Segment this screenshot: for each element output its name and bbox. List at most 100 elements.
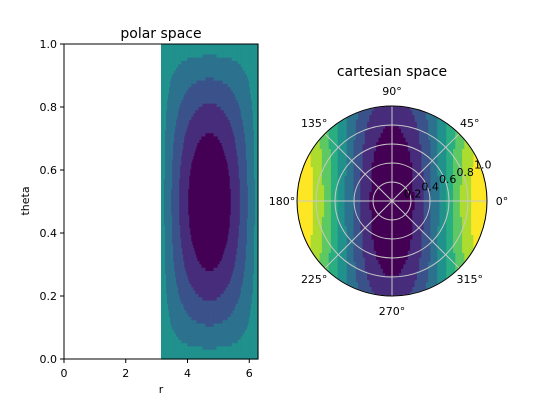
- contour-cell: [166, 208, 168, 212]
- contour-cell: [162, 309, 164, 314]
- contour-cell: [194, 352, 196, 357]
- contour-cell: [200, 283, 203, 288]
- contour-cell: [170, 276, 172, 281]
- contour-cell: [171, 93, 173, 98]
- contour-cell: [174, 336, 176, 340]
- contour-cell: [180, 208, 182, 212]
- contour-cell: [210, 201, 213, 206]
- contour-cell: [172, 250, 174, 255]
- contour-cell: [194, 194, 196, 199]
- contour-cell: [187, 332, 189, 337]
- contour-cell: [189, 57, 191, 62]
- contour-cell: [211, 149, 214, 153]
- contour-cell: [197, 139, 199, 144]
- contour-cell: [196, 286, 198, 291]
- contour-cell: [193, 316, 195, 321]
- contour-cell: [170, 224, 172, 229]
- contour-cell: [200, 112, 203, 117]
- contour-cell: [174, 201, 176, 206]
- contour-cell: [191, 240, 193, 245]
- contour-cell: [206, 244, 209, 249]
- contour-cell: [209, 63, 212, 68]
- contour-cell: [206, 283, 209, 288]
- contour-cell: [177, 349, 179, 354]
- contour-cell: [192, 158, 194, 163]
- contour-cell: [205, 188, 208, 193]
- contour-cell: [184, 322, 186, 327]
- contour-cell: [193, 132, 195, 137]
- contour-cell: [205, 293, 208, 298]
- contour-cell: [184, 181, 186, 186]
- contour-cell: [189, 345, 191, 350]
- contour-cell: [194, 303, 196, 308]
- contour-cell: [184, 227, 186, 232]
- contour-cell: [204, 194, 207, 199]
- contour-cell: [206, 171, 209, 176]
- contour-cell: [174, 126, 176, 130]
- contour-cell: [185, 306, 187, 311]
- contour-cell: [163, 224, 165, 229]
- contour-cell: [198, 263, 200, 268]
- contour-cell: [162, 112, 164, 117]
- contour-cell: [184, 224, 186, 229]
- contour-cell: [174, 122, 176, 127]
- contour-cell: [166, 149, 168, 153]
- contour-cell: [198, 53, 200, 58]
- contour-cell: [189, 162, 191, 167]
- contour-cell: [180, 329, 182, 334]
- contour-cell: [193, 221, 195, 226]
- contour-cell: [162, 86, 164, 91]
- contour-cell: [170, 191, 172, 196]
- contour-cell: [208, 221, 211, 226]
- contour-cell: [180, 352, 182, 357]
- contour-cell: [178, 63, 180, 68]
- contour-cell: [199, 322, 202, 327]
- contour-cell: [178, 60, 180, 65]
- contour-cell: [164, 299, 166, 304]
- contour-cell: [183, 263, 185, 268]
- contour-cell: [209, 342, 212, 347]
- contour-cell: [199, 149, 202, 153]
- contour-cell: [202, 80, 205, 84]
- contour-cell: [164, 355, 166, 360]
- contour-cell: [174, 139, 176, 144]
- contour-cell: [199, 132, 202, 137]
- contour-cell: [176, 142, 178, 147]
- contour-cell: [170, 129, 172, 134]
- contour-cell: [212, 306, 215, 311]
- contour-cell: [179, 168, 181, 173]
- contour-cell: [180, 296, 182, 301]
- contour-cell: [205, 142, 208, 147]
- contour-cell: [162, 306, 164, 311]
- contour-cell: [204, 93, 207, 98]
- contour-cell: [192, 57, 194, 62]
- contour-cell: [190, 270, 192, 275]
- contour-cell: [212, 44, 215, 48]
- contour-cell: [167, 89, 169, 94]
- contour-cell: [194, 250, 196, 255]
- contour-cell: [189, 211, 191, 216]
- contour-cell: [186, 208, 188, 212]
- contour-cell: [184, 309, 186, 314]
- contour-cell: [199, 316, 202, 321]
- contour-cell: [200, 286, 203, 291]
- contour-cell: [177, 73, 179, 78]
- contour-cell: [175, 63, 177, 68]
- contour-cell: [163, 181, 165, 186]
- contour-cell: [203, 276, 206, 281]
- contour-cell: [208, 247, 211, 252]
- contour-cell: [191, 70, 193, 75]
- contour-cell: [205, 103, 208, 107]
- contour-cell: [189, 257, 191, 262]
- contour-cell: [183, 57, 185, 62]
- contour-cell: [171, 89, 173, 94]
- contour-cell: [168, 119, 170, 124]
- contour-cell: [198, 221, 200, 226]
- contour-cell: [198, 290, 200, 294]
- contour-cell: [174, 299, 176, 304]
- contour-cell: [175, 44, 177, 48]
- contour-cell: [177, 283, 179, 288]
- contour-cell: [210, 240, 213, 245]
- contour-cell: [191, 168, 193, 173]
- contour-cell: [180, 126, 182, 130]
